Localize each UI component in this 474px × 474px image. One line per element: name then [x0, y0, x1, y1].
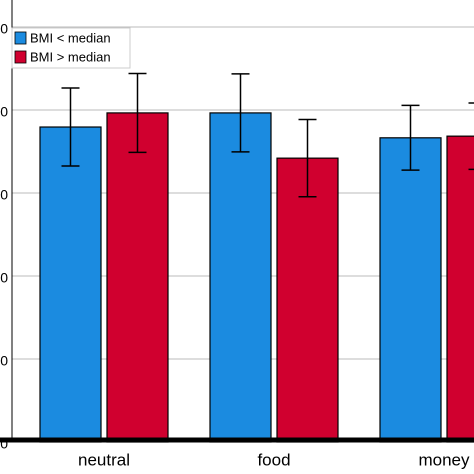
legend-swatch: [14, 31, 27, 45]
legend-label: BMI > median: [30, 49, 111, 64]
bar: [209, 112, 272, 443]
y-tick-label: 80: [0, 104, 8, 120]
bar: [276, 157, 339, 443]
legend-box: [11, 27, 131, 69]
bar: [106, 112, 169, 443]
bar: [379, 137, 442, 443]
y-tick-label: 20: [0, 353, 8, 369]
y-tick-label: 100: [0, 21, 8, 37]
legend-label: BMI < median: [30, 30, 111, 45]
x-tick-label: neutral: [78, 450, 130, 469]
y-tick-label: 0: [0, 436, 8, 452]
bar: [446, 135, 474, 443]
bar: [39, 126, 102, 443]
x-tick-label: food: [257, 450, 290, 469]
y-tick-label: 40: [0, 270, 8, 286]
x-tick-label: money: [418, 450, 470, 469]
legend-swatch: [14, 50, 27, 64]
y-tick-label: 60: [0, 187, 8, 203]
